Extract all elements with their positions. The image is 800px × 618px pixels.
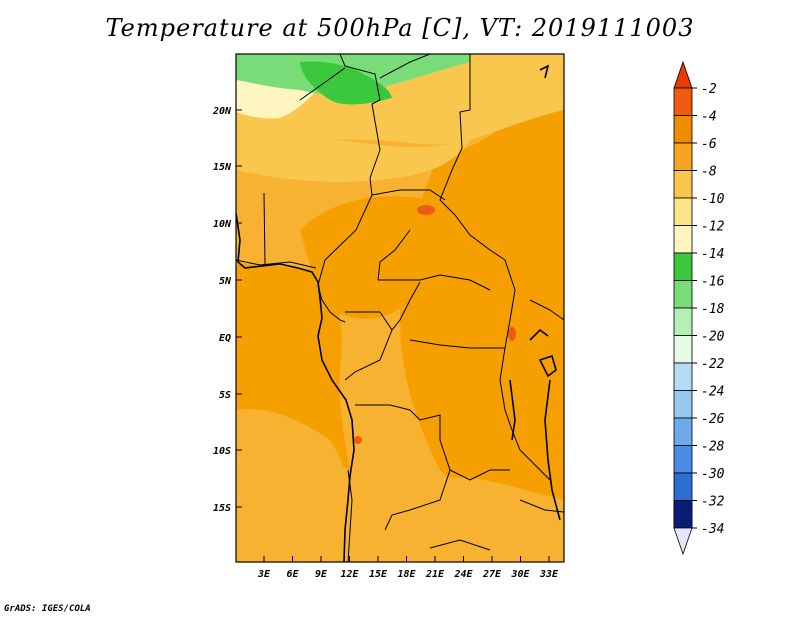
- legend-swatch: [673, 87, 693, 116]
- legend-top-arrow: [673, 60, 693, 89]
- lon-label: 33E: [539, 569, 559, 580]
- latitude-axis: 20N 15N 10N 5N EQ 5S 10S 15S: [212, 106, 242, 514]
- legend-label: -12: [701, 220, 725, 235]
- legend-swatch: [673, 472, 693, 501]
- legend-swatch: [673, 170, 693, 199]
- legend-swatch: [673, 115, 693, 144]
- legend-label: -30: [701, 467, 725, 482]
- lat-label: 5N: [219, 276, 232, 287]
- field-band-minus8-north: [236, 125, 470, 182]
- legend-label: -20: [701, 330, 725, 345]
- legend-label: -28: [701, 440, 725, 455]
- lon-label: 15E: [369, 569, 388, 580]
- legend-label: -4: [701, 110, 717, 125]
- field-spot-minus4: [508, 327, 516, 341]
- legend-swatch: [673, 280, 693, 309]
- lat-label: 15N: [213, 162, 232, 173]
- legend-label: -8: [701, 165, 717, 180]
- legend-label: -34: [701, 522, 724, 537]
- lat-label: 10S: [213, 446, 231, 457]
- lon-label: 12E: [340, 569, 359, 580]
- field-spot-minus4: [354, 436, 362, 444]
- country-borders: [236, 54, 564, 562]
- legend-swatch: [673, 252, 693, 281]
- map-title: Temperature at 500hPa [C], VT: 201911100…: [105, 14, 695, 42]
- lon-label: 30E: [510, 569, 530, 580]
- field-band-minus6-east: [400, 100, 564, 562]
- legend-label: -14: [701, 247, 724, 262]
- legend-label: -22: [701, 357, 725, 372]
- lon-label: 3E: [257, 569, 271, 580]
- lon-label: 27E: [482, 569, 502, 580]
- lat-label: 15S: [213, 503, 231, 514]
- field-band-minus8-south: [236, 409, 354, 562]
- legend-label: -24: [701, 385, 724, 400]
- legend-bottom-arrow: [673, 527, 693, 556]
- legend-label: -16: [701, 275, 725, 290]
- lat-label: 20N: [212, 106, 232, 117]
- legend-swatch: [673, 335, 693, 364]
- field-band-minus8-southeast: [414, 477, 564, 562]
- lat-label: 5S: [219, 390, 231, 401]
- field-band-minus14-north: [300, 61, 392, 105]
- legend-swatch: [673, 142, 693, 171]
- lon-label: 18E: [397, 569, 416, 580]
- lat-label: 10N: [213, 219, 232, 230]
- legend-label: -10: [701, 192, 725, 207]
- legend-swatch: [673, 362, 693, 391]
- map-frame: [235, 53, 565, 563]
- field-spot-minus4: [417, 205, 435, 215]
- legend-swatch: [673, 225, 693, 254]
- color-legend: -2 -4 -6 -8 -10 -12 -14 -16 -18 -20 -22 -24 -26 -28 -3…: [673, 60, 725, 556]
- footer-credit: GrADS: IGES/COLA: [4, 604, 91, 614]
- legend-swatch: [673, 445, 693, 474]
- temperature-field: [236, 54, 564, 562]
- legend-swatch: [673, 417, 693, 446]
- legend-label: -2: [701, 82, 717, 97]
- legend-label: -18: [701, 302, 725, 317]
- lon-label: 6E: [286, 569, 299, 580]
- field-band-minus6-central: [300, 196, 441, 319]
- legend-label: -32: [701, 495, 725, 510]
- longitude-axis: 3E 6E 9E 12E 15E 18E 21E 24E 27E 30E 33E: [257, 556, 559, 580]
- legend-label: -26: [701, 412, 725, 427]
- lon-label: 24E: [453, 569, 473, 580]
- legend-swatch: [673, 197, 693, 226]
- legend-swatch: [673, 500, 693, 529]
- coastline: [236, 64, 561, 562]
- lat-label: EQ: [219, 333, 231, 344]
- legend-swatch: [673, 390, 693, 419]
- lon-label: 9E: [315, 569, 328, 580]
- legend-label: -6: [701, 137, 717, 152]
- legend-swatch: [673, 307, 693, 336]
- lon-label: 21E: [425, 569, 445, 580]
